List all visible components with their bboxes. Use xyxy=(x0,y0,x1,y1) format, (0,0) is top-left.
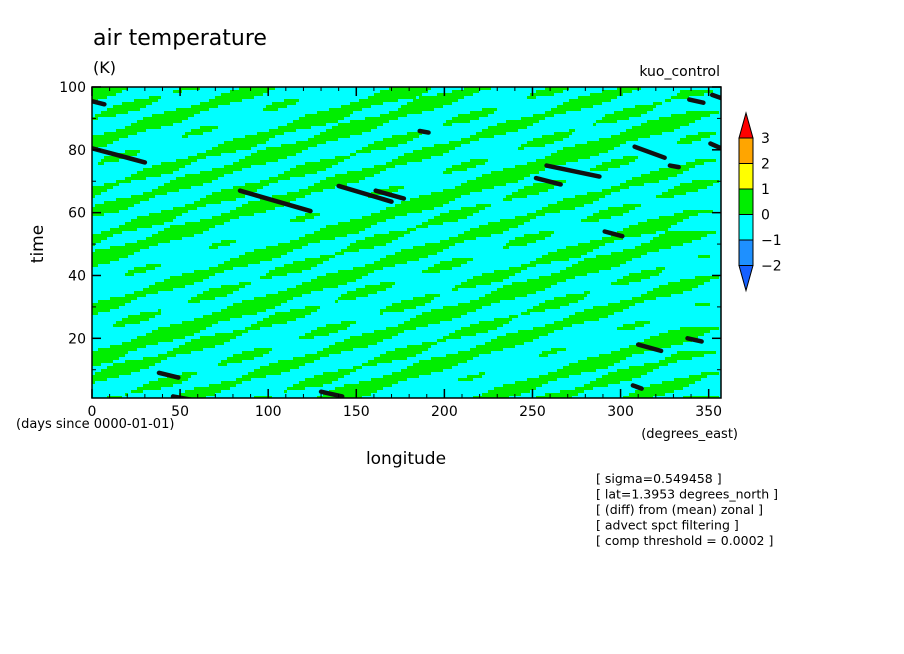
colorbar-label: 2 xyxy=(761,157,770,173)
cold-streak xyxy=(533,175,563,187)
x-axis: 0 50 100 150 200 250 300 350 xyxy=(88,87,722,420)
cold-streak xyxy=(602,229,625,239)
y-tick-label: 40 xyxy=(68,268,86,284)
colorbar-label: −1 xyxy=(761,233,782,249)
cold-streak xyxy=(544,163,602,179)
cold-streak xyxy=(667,163,681,170)
x-tick-label: 350 xyxy=(695,404,722,420)
field-warm-patches xyxy=(92,87,719,398)
annotation-line: [ comp threshold = 0.0002 ] xyxy=(596,533,773,548)
cold-streak xyxy=(237,188,313,214)
x-tick-label: 0 xyxy=(88,404,97,420)
colorbar-label: −2 xyxy=(761,259,782,275)
x-tick-label: 100 xyxy=(255,404,282,420)
x-tick-label: 50 xyxy=(171,404,189,420)
x-tick-label: 200 xyxy=(431,404,458,420)
x-axis-units: (degrees_east) xyxy=(641,427,738,442)
y-axis: 20 40 60 80 100 xyxy=(59,80,721,371)
units-label: (K) xyxy=(93,58,116,77)
colorbar-segment xyxy=(738,214,754,241)
chart-title: air temperature xyxy=(93,26,267,51)
colorbar-segment xyxy=(738,137,754,164)
cold-streak xyxy=(156,370,181,380)
colorbar-label: 0 xyxy=(761,208,770,224)
cold-streak xyxy=(92,146,148,165)
x-axis-label: longitude xyxy=(366,449,446,469)
y-tick-label: 80 xyxy=(68,143,86,159)
cold-streak xyxy=(336,183,394,204)
annotation-line: [ advect spct filtering ] xyxy=(596,518,739,533)
plot-frame xyxy=(91,86,722,399)
heatmap-field xyxy=(92,87,721,398)
cold-streak xyxy=(709,92,721,101)
y-axis-units: (days since 0000-01-01) xyxy=(16,417,174,432)
colorbar-segment xyxy=(738,188,754,215)
annotation-line: [ sigma=0.549458 ] xyxy=(596,471,722,486)
cold-streak xyxy=(687,97,706,105)
y-tick-label: 20 xyxy=(68,331,86,347)
colorbar-segment xyxy=(738,239,754,266)
annotation-line: [ lat=1.3953 degrees_north ] xyxy=(596,487,778,502)
cold-streak xyxy=(170,394,193,398)
run-label: kuo_control xyxy=(639,64,720,80)
x-tick-label: 300 xyxy=(607,404,634,420)
colorbar-label: 1 xyxy=(761,182,770,198)
colorbar-top-arrow xyxy=(738,111,754,139)
cold-streak xyxy=(635,342,664,354)
x-tick-label: 150 xyxy=(343,404,370,420)
cold-streak xyxy=(417,128,431,135)
colorbar-segment xyxy=(738,163,754,190)
y-tick-label: 60 xyxy=(68,206,86,222)
cold-streak xyxy=(373,188,407,201)
cold-streak xyxy=(685,336,704,344)
annotation-line: [ (diff) from (mean) zonal ] xyxy=(596,502,763,517)
x-tick-label: 250 xyxy=(519,404,546,420)
colorbar-bottom-arrow xyxy=(738,265,754,293)
y-tick-label: 100 xyxy=(59,80,86,96)
cold-streak xyxy=(708,141,721,151)
colorbar-label: 3 xyxy=(761,131,770,147)
y-axis-label: time xyxy=(28,225,48,263)
cold-streaks xyxy=(92,92,721,398)
cold-streak xyxy=(92,98,107,107)
cold-streak xyxy=(632,144,667,160)
cold-streak xyxy=(630,383,644,391)
colorbar: 3 2 1 0 −1 −2 xyxy=(738,111,782,293)
annotation-notes: [ sigma=0.549458 ][ lat=1.3953 degrees_n… xyxy=(596,471,778,548)
